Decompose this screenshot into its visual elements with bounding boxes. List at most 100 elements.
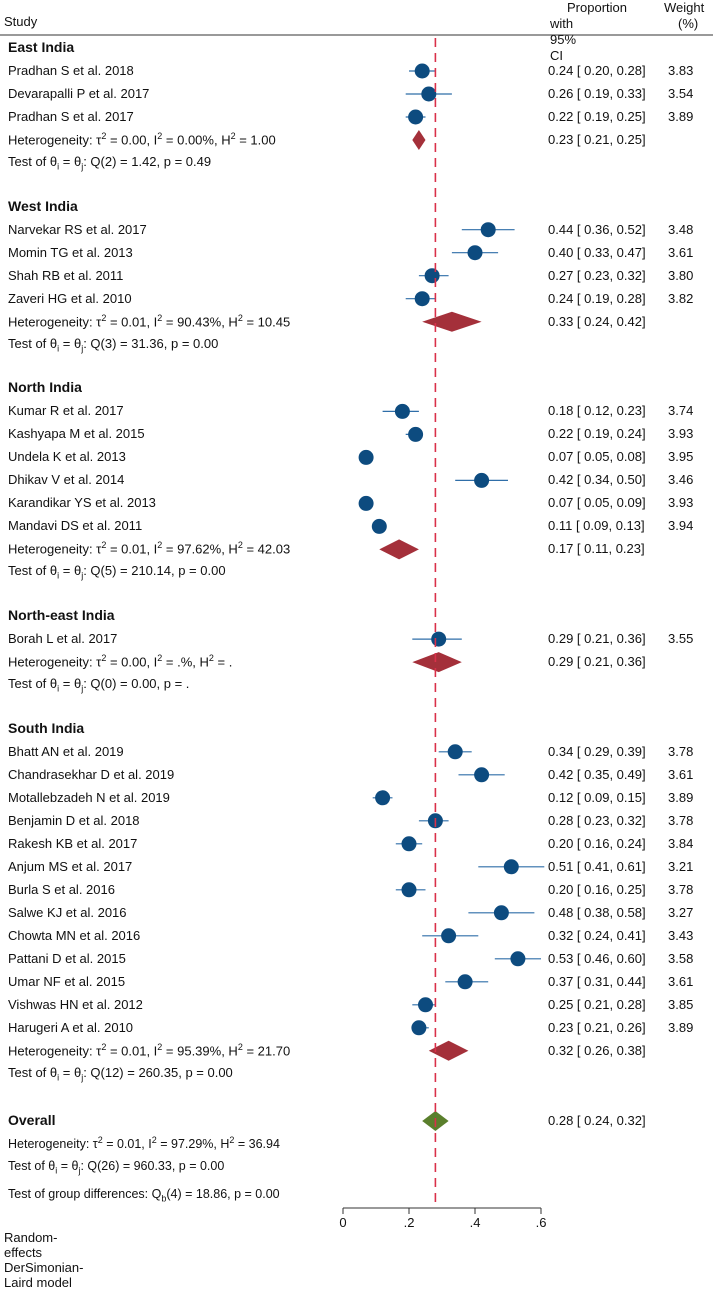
heterogeneity-text: Heterogeneity: τ2 = 0.01, I2 = 97.29%, H… [8, 1135, 280, 1152]
study-ci-text: 0.40 [ 0.33, 0.47] [548, 244, 646, 260]
study-ci-text: 0.07 [ 0.05, 0.08] [548, 449, 646, 465]
heterogeneity-text: Heterogeneity: τ2 = 0.01, I2 = 97.62%, H… [8, 540, 291, 557]
study-marker [421, 86, 437, 102]
homogeneity-test-text: Test of θi = θj: Q(3) = 31.36, p = 0.00 [8, 335, 219, 354]
study-weight: 3.85 [668, 996, 694, 1012]
study-marker [371, 518, 387, 534]
study-marker [467, 245, 483, 261]
x-axis-tick-label: .6 [535, 1215, 547, 1230]
pooled-diamond [422, 311, 482, 332]
study-ci-text: 0.42 [ 0.34, 0.50] [548, 472, 646, 488]
homogeneity-test-text: Test of θi = θj: Q(5) = 210.14, p = 0.00 [8, 563, 226, 581]
heterogeneity-text: Heterogeneity: τ2 = 0.01, I2 = 90.43%, H… [8, 312, 291, 330]
homogeneity-test-text: Test of θi = θj: Q(0) = 0.00, p = . [8, 676, 190, 694]
study-weight: 3.54 [668, 86, 694, 101]
study-weight: 3.78 [668, 743, 694, 759]
study-ci-text: 0.42 [ 0.35, 0.49] [548, 766, 646, 782]
study-ci-text: 0.32 [ 0.24, 0.41] [548, 927, 646, 943]
study-ci-text: 0.07 [ 0.05, 0.09] [548, 495, 646, 511]
pooled-ci-text: 0.17 [ 0.11, 0.23] [548, 541, 645, 557]
pooled-ci-text: 0.33 [ 0.24, 0.42] [548, 313, 646, 329]
proportion-column-header: Proportion [567, 0, 627, 15]
study-label: Zaveri HG et al. 2010 [8, 290, 132, 306]
pooled-ci-text: 0.29 [ 0.21, 0.36] [548, 654, 646, 670]
study-label: Rakesh KB et al. 2017 [8, 835, 138, 851]
study-label: Harugeri A et al. 2010 [8, 1019, 134, 1035]
study-marker [401, 882, 417, 898]
study-label: Pattani D et al. 2015 [8, 950, 126, 966]
study-label: Devarapalli P et al. 2017 [8, 86, 150, 101]
study-weight: 3.21 [668, 858, 694, 874]
study-label: Narvekar RS et al. 2017 [8, 221, 147, 237]
study-label: Kumar R et al. 2017 [8, 403, 124, 419]
study-label: Umar NF et al. 2015 [8, 973, 126, 989]
heterogeneity-text: Heterogeneity: τ2 = 0.01, I2 = 95.39%, H… [8, 1041, 291, 1059]
study-label: Dhikav V et al. 2014 [8, 472, 125, 488]
study-weight: 3.93 [668, 426, 694, 442]
group-title: West India [8, 197, 78, 214]
study-column-header: Study [4, 14, 38, 29]
study-label: Pradhan S et al. 2018 [8, 63, 134, 78]
study-marker [358, 495, 374, 511]
study-ci-text: 0.11 [ 0.09, 0.13] [548, 518, 645, 534]
weight-column-subheader: (%) [678, 16, 699, 31]
heterogeneity-text: Heterogeneity: τ2 = 0.00, I2 = 0.00%, H2… [8, 131, 276, 148]
proportion-column-subheader: with 95% CI [550, 16, 577, 63]
study-label: Chowta MN et al. 2016 [8, 927, 141, 943]
study-weight: 3.61 [668, 766, 694, 782]
study-marker [424, 268, 440, 284]
study-marker [493, 905, 509, 921]
study-weight: 3.78 [668, 812, 694, 828]
study-ci-text: 0.23 [ 0.21, 0.26] [548, 1019, 646, 1035]
study-weight: 3.84 [668, 835, 694, 851]
study-weight: 3.58 [668, 950, 694, 966]
study-marker [474, 767, 490, 783]
study-ci-text: 0.28 [ 0.23, 0.32] [548, 812, 646, 828]
study-label: Salwe KJ et al. 2016 [8, 904, 127, 920]
study-weight: 3.94 [668, 518, 694, 534]
study-marker [414, 63, 430, 79]
study-ci-text: 0.20 [ 0.16, 0.25] [548, 881, 646, 897]
x-axis-tick-label: 0 [339, 1215, 347, 1230]
study-label: Momin TG et al. 2013 [8, 244, 133, 260]
study-ci-text: 0.26 [ 0.19, 0.33] [548, 86, 646, 101]
pooled-diamond [412, 652, 462, 673]
study-marker [480, 222, 496, 238]
study-marker [503, 859, 519, 875]
study-marker [431, 631, 447, 647]
study-marker [414, 291, 430, 307]
study-label: Pradhan S et al. 2017 [8, 109, 134, 124]
study-ci-text: 0.24 [ 0.19, 0.28] [548, 290, 646, 306]
group-title: East India [8, 39, 75, 55]
study-marker [418, 997, 433, 1013]
study-weight: 3.89 [668, 1019, 694, 1035]
study-weight: 3.46 [668, 472, 694, 488]
study-ci-text: 0.44 [ 0.36, 0.52] [548, 221, 646, 237]
study-label: Mandavi DS et al. 2011 [8, 518, 143, 534]
study-marker [411, 1020, 427, 1036]
group-title: North-east India [8, 607, 115, 624]
study-label: Burla S et al. 2016 [8, 881, 115, 897]
study-ci-text: 0.12 [ 0.09, 0.15] [548, 789, 646, 805]
study-weight: 3.95 [668, 449, 694, 465]
overall-ci-text: 0.28 [ 0.24, 0.32] [548, 1113, 646, 1128]
study-weight: 3.55 [668, 631, 694, 647]
study-ci-text: 0.29 [ 0.21, 0.36] [548, 631, 646, 647]
x-axis-tick-label: .2 [403, 1215, 415, 1230]
pooled-ci-text: 0.23 [ 0.21, 0.25] [548, 132, 646, 147]
study-weight: 3.61 [668, 244, 694, 260]
study-marker [401, 836, 417, 852]
study-weight: 3.27 [668, 904, 694, 920]
study-marker [510, 951, 526, 967]
study-weight: 3.82 [668, 290, 694, 306]
study-weight: 3.93 [668, 495, 694, 511]
study-weight: 3.61 [668, 973, 694, 989]
study-ci-text: 0.37 [ 0.31, 0.44] [548, 973, 646, 989]
pooled-diamond [428, 1040, 469, 1061]
overall-title: Overall [8, 1112, 56, 1128]
homogeneity-test-text: Test of θi = θj: Q(12) = 260.35, p = 0.0… [8, 1064, 233, 1083]
study-ci-text: 0.22 [ 0.19, 0.24] [548, 426, 646, 442]
study-label: Kashyapa M et al. 2015 [8, 426, 145, 442]
study-ci-text: 0.51 [ 0.41, 0.61] [548, 858, 646, 874]
heterogeneity-text: Heterogeneity: τ2 = 0.00, I2 = .%, H2 = … [8, 653, 233, 670]
